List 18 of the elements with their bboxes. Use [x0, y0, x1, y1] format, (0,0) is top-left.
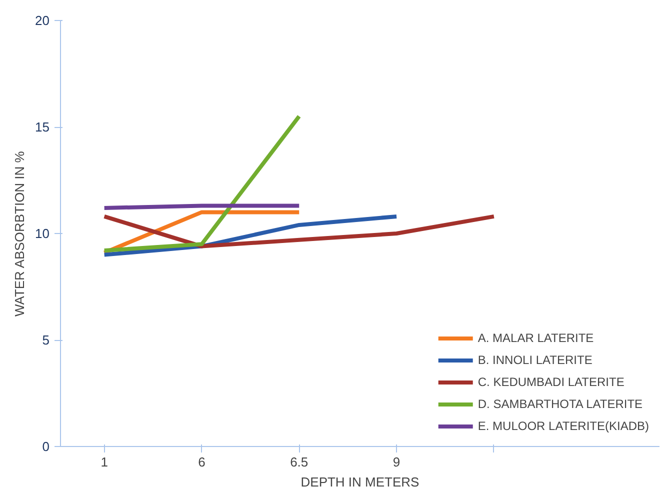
- y-tick-label: 10: [35, 226, 50, 241]
- x-tick-label: 6: [198, 454, 206, 470]
- x-axis-title: DEPTH IN METERS: [300, 474, 420, 490]
- y-tick-label: 20: [35, 13, 50, 28]
- y-tick-label: 15: [35, 120, 50, 134]
- x-tick-label: 1: [100, 454, 108, 470]
- legend-label: D. SAMBARTHOTA LATERITE: [478, 397, 643, 411]
- line-series: [102, 214, 399, 257]
- y-tick-label: 0: [42, 439, 50, 454]
- x-tick-label: 9: [392, 454, 400, 470]
- legend-label: C. KEDUMBADI LATERITE: [478, 375, 624, 389]
- y-tick-label: 5: [42, 332, 50, 348]
- legend-label: E. MULOOR LATERITE(KIADB): [478, 419, 649, 433]
- x-tick-label: 6.5: [290, 454, 308, 470]
- legend-label: A. MALAR LATERITE: [478, 331, 594, 345]
- line-series: [102, 214, 496, 248]
- legend-label: B. INNOLI LATERITE: [478, 353, 592, 367]
- y-axis-title: WATER ABSORBTION IN %: [12, 150, 28, 317]
